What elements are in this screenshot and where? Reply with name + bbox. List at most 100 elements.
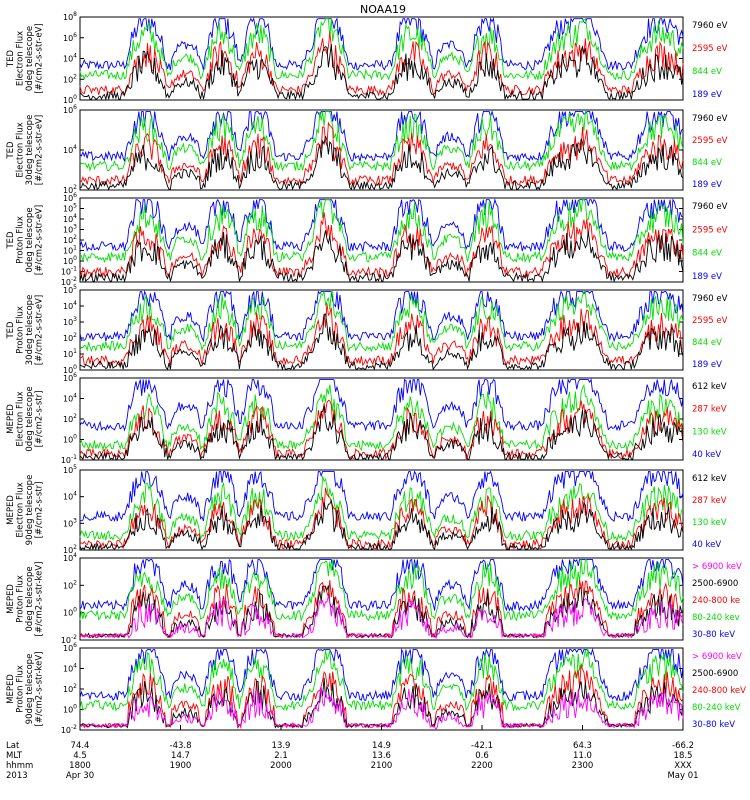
legend-entry-blue: 30-80 keV: [692, 630, 735, 640]
time-axis-hhmm: XXX: [674, 761, 692, 771]
y-tick-label: 102: [63, 184, 77, 195]
series-trace-green: [79, 111, 684, 172]
panel-frame: [79, 469, 684, 551]
panel-6: 102 103 104 105 MEPEDElectron Flux90deg tele…: [6, 464, 727, 555]
y-tick-label: 104: [63, 213, 77, 224]
time-axis-lat: 64.3: [573, 741, 592, 751]
y-axis-label: TEDProton Flux0deg telescope[#/cm2-s-str…: [6, 205, 45, 275]
chart-title: NOAA19: [360, 3, 406, 16]
y-tick-label: 103: [63, 517, 77, 528]
time-axis-lat: 14.9: [372, 741, 391, 751]
series-trace-black: [79, 135, 684, 191]
legend-entry-green: 80-240 keV: [692, 703, 741, 713]
y-tick-label: 102: [63, 332, 77, 343]
time-axis-row-label: MLT: [6, 751, 23, 761]
legend-entry-blue: 40 keV: [692, 540, 721, 550]
y-axis-label: MEPEDElectron Flux0deg telescope[#/cm2-s…: [6, 386, 45, 451]
legend-entry-black: 2500-6900: [692, 579, 738, 589]
series-trace-black: [79, 313, 684, 371]
y-tick-label: 104: [63, 393, 77, 404]
legend-entry-red: 287 keV: [692, 405, 727, 415]
y-tick-label: 10-1: [61, 266, 77, 277]
y-tick-label: 105: [63, 464, 77, 475]
series-trace-blue: [79, 197, 684, 253]
series-trace-green: [79, 476, 684, 542]
series-trace-blue: [79, 290, 684, 343]
y-axis-label: MEPEDProton Flux0deg telescope[#/cm2-s-s…: [6, 562, 45, 637]
legend-entry-black: 2500-6900: [692, 669, 738, 679]
time-axis-hhmm: 1800: [69, 761, 91, 771]
legend-entry-green: 844 eV: [692, 338, 722, 348]
y-tick-label: 102: [63, 683, 77, 694]
time-axis-mlt: 14.7: [171, 751, 190, 761]
y-tick-label: 106: [63, 32, 77, 43]
time-axis-lat: 13.9: [272, 741, 291, 751]
y-tick-label: 100: [63, 434, 77, 445]
series-trace-blue: [79, 378, 684, 432]
legend-entry-magenta: > 6900 keV: [692, 562, 742, 572]
y-tick-label: 106: [63, 104, 77, 115]
legend-entry-blue: 189 eV: [692, 272, 722, 282]
y-tick-label: 102: [63, 234, 77, 245]
series-trace-red: [79, 121, 684, 187]
legend-entry-black: 612 keV: [692, 474, 727, 484]
legend-entry-black: 7960 eV: [692, 114, 728, 124]
series-trace-black: [79, 44, 684, 101]
time-axis-row-label: Lat: [6, 741, 20, 751]
panel-4: 100 101 102 103 104 105 TEDProton Flux30deg te…: [6, 284, 728, 375]
time-axis-lat: 74.4: [71, 741, 90, 751]
panel-frame: [79, 289, 684, 371]
time-axis-date: Apr 30: [66, 771, 94, 781]
series-trace-blue: [79, 647, 684, 702]
series-trace-black: [79, 405, 684, 461]
y-tick-label: 104: [63, 552, 77, 563]
y-tick-label: 102: [63, 413, 77, 424]
time-axis-row-label: hhmm: [6, 761, 33, 771]
time-axis-mlt: 2.1: [274, 751, 288, 761]
time-axis-mlt: 18.5: [674, 751, 693, 761]
time-axis-lat: -43.8: [170, 741, 192, 751]
time-axis-hhmm: 1900: [170, 761, 192, 771]
y-tick-label: 103: [63, 224, 77, 235]
legend-entry-red: 287 keV: [692, 496, 727, 506]
legend-entry-red: 2595 eV: [692, 44, 728, 54]
series-trace-magenta: [79, 686, 684, 731]
y-tick-label: 102: [63, 544, 77, 555]
y-tick-label: 106: [63, 642, 77, 653]
legend-entry-black: 7960 eV: [692, 21, 728, 31]
y-tick-label: 100: [63, 364, 77, 375]
y-tick-label: 103: [63, 316, 77, 327]
y-axis-label: MEPEDProton Flux90deg telescope[#/cm2-s-…: [6, 652, 45, 727]
y-tick-label: 104: [63, 144, 77, 155]
y-tick-label: 100: [63, 94, 77, 105]
legend-entry-black: 612 keV: [692, 382, 727, 392]
panel-1: 100 102 104 106 108 TEDElectron Flux0deg tele…: [6, 11, 728, 105]
y-tick-label: 101: [63, 245, 77, 256]
series-trace-green: [79, 17, 684, 81]
time-axis-mlt: 13.6: [372, 751, 391, 761]
series-trace-red: [79, 212, 684, 279]
time-axis-mlt: 0.6: [475, 751, 489, 761]
series-trace-green: [79, 383, 684, 452]
y-tick-label: 101: [63, 348, 77, 359]
y-tick-label: 100: [63, 704, 77, 715]
legend-entry-magenta: > 6900 keV: [692, 652, 742, 662]
series-trace-blue: [79, 109, 684, 163]
series-trace-red: [79, 32, 684, 97]
y-tick-label: 102: [63, 73, 77, 84]
panel-2: 102 104 106 TEDElectron Flux30deg telescope…: [6, 104, 728, 195]
legend-entry-red: 2595 eV: [692, 316, 728, 326]
legend-entry-green: 844 eV: [692, 249, 722, 259]
legend-entry-green: 130 keV: [692, 427, 727, 437]
legend-entry-green: 130 keV: [692, 518, 727, 528]
y-tick-label: 104: [63, 53, 77, 64]
series-trace-magenta: [79, 595, 684, 640]
series-trace-green: [79, 558, 684, 622]
y-tick-label: 104: [63, 300, 77, 311]
series-trace-black: [79, 498, 684, 551]
time-axis-lat: -42.1: [471, 741, 493, 751]
y-tick-label: 106: [63, 192, 77, 203]
y-tick-label: 108: [63, 11, 77, 22]
legend-entry-red: 240-800 keV: [692, 686, 746, 696]
